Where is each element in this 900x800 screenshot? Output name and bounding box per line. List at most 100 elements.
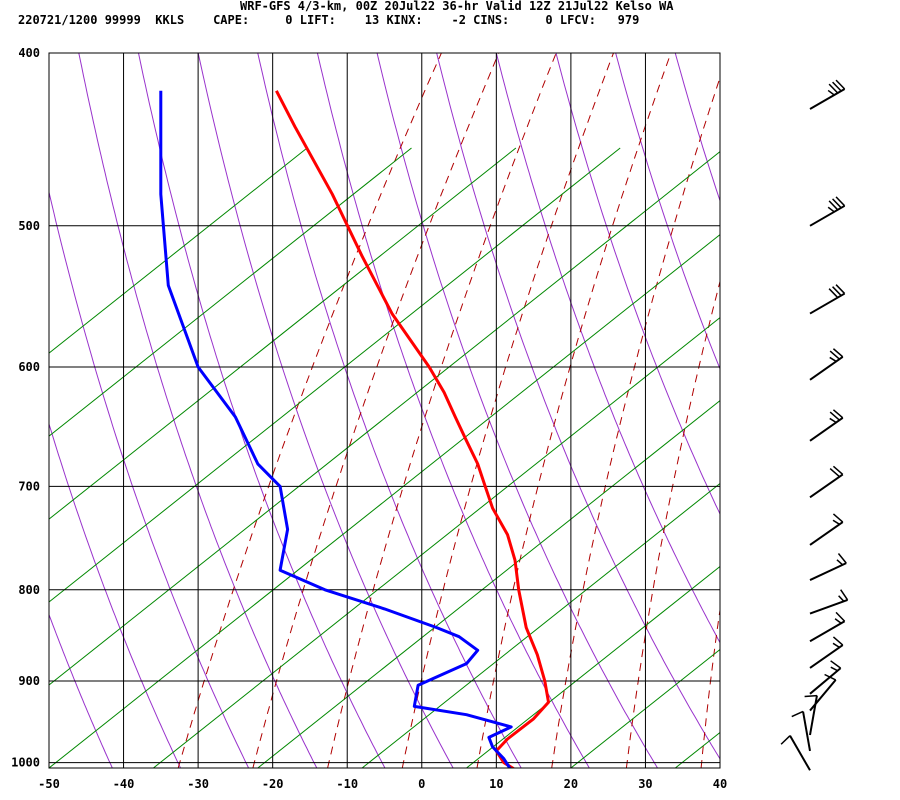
x-tick-label: 20	[564, 777, 578, 791]
wind-barb-flag	[832, 465, 844, 475]
wind-barb-flag	[835, 284, 846, 295]
wind-barb-flag	[829, 411, 840, 421]
wind-barb-flag	[824, 673, 837, 681]
wind-barb	[809, 409, 844, 442]
dashed-red-line	[327, 53, 557, 768]
wind-barb-flag	[832, 409, 844, 419]
dashed-red-line	[851, 37, 900, 768]
wind-barb-flag	[828, 288, 839, 299]
green-line	[570, 648, 720, 768]
purple-line	[376, 53, 658, 768]
wind-barb-flag	[828, 83, 839, 94]
dashed-red-line	[252, 53, 500, 768]
wind-barb	[809, 636, 844, 669]
wind-barb-staff	[809, 473, 844, 499]
x-tick-label: 10	[489, 777, 503, 791]
wind-barb	[804, 694, 818, 736]
purple-line	[49, 613, 113, 768]
x-tick-label: -10	[336, 777, 358, 791]
wind-barb	[809, 348, 844, 381]
purple-line	[49, 422, 181, 768]
wind-barb-flag	[827, 89, 835, 96]
wind-barb-flag	[829, 356, 837, 363]
green-line	[49, 151, 720, 686]
wind-barb-staff	[809, 695, 818, 736]
dashed-red-line	[551, 76, 720, 768]
green-line	[49, 234, 720, 768]
green-line	[49, 147, 308, 354]
wind-barb-staff	[809, 204, 846, 227]
wind-barb-flag	[840, 589, 849, 601]
y-tick-label: 700	[18, 479, 40, 493]
wind-barb-flag	[835, 196, 846, 207]
background-lines	[49, 37, 900, 768]
dashed-red-line	[625, 279, 720, 768]
wind-barb	[809, 611, 846, 643]
chart-header-line-1: WRF-GFS 4/3-km, 00Z 20Jul22 36-hr Valid …	[240, 0, 674, 13]
dewpoint-profile-line	[159, 90, 513, 768]
x-tick-label: -20	[262, 777, 284, 791]
green-line	[780, 148, 900, 768]
dashed-red-line	[776, 37, 900, 768]
chart-header-line-2: 220721/1200 99999 KKLS CAPE: 0 LIFT: 13 …	[18, 13, 640, 27]
x-tick-label: -30	[187, 777, 209, 791]
axes-labels: -50 -40 -30 -20 -10 0 10 20 30 40 400 500 600 700 800 9…	[11, 46, 727, 791]
green-line	[49, 147, 517, 520]
wind-barb-staff	[809, 598, 848, 615]
wind-barb-flag	[838, 595, 845, 602]
wind-barb	[809, 465, 844, 499]
plot-area	[49, 53, 720, 768]
wind-barb	[809, 589, 849, 615]
purple-line	[197, 53, 454, 768]
wind-barb-flag	[832, 81, 842, 92]
purple-line	[257, 53, 522, 768]
y-tick-label: 900	[18, 674, 40, 688]
wind-barb	[809, 673, 837, 712]
x-tick-label: -50	[38, 777, 60, 791]
wind-barb-staff	[809, 417, 844, 442]
x-tick-label: 0	[418, 777, 425, 791]
wind-barb-flag	[829, 350, 840, 360]
green-line	[153, 316, 720, 768]
purple-line	[790, 37, 900, 768]
dashed-red-line	[700, 606, 720, 768]
wind-barb-staff	[809, 88, 846, 110]
pressure-grid	[49, 53, 720, 768]
wind-barb-staff	[809, 562, 847, 581]
y-tick-label: 400	[18, 46, 40, 60]
temperature-profile-line	[275, 90, 550, 768]
wind-barb-flag	[827, 206, 835, 213]
y-tick-label: 1000	[11, 756, 40, 770]
y-tick-label: 600	[18, 360, 40, 374]
wind-barb	[809, 284, 846, 315]
sounding-series	[159, 90, 550, 768]
wind-barb-flag	[836, 559, 844, 566]
wind-barb-flag	[830, 660, 842, 669]
purple-line	[555, 53, 720, 516]
purple-line	[49, 190, 250, 768]
purple-line	[78, 53, 318, 768]
wind-barb-flag	[832, 636, 844, 646]
wind-barb	[809, 79, 846, 110]
wind-barb-flag	[832, 519, 840, 525]
wind-barb-flag	[832, 286, 842, 297]
y-tick-label: 800	[18, 583, 40, 597]
wind-barb	[809, 196, 846, 227]
wind-barb-flag	[835, 79, 846, 90]
wind-barb-flag	[830, 666, 838, 672]
wind-barb-flag	[835, 611, 846, 622]
dashed-red-line	[177, 53, 442, 768]
green-line	[466, 565, 720, 768]
wind-barb-flag	[804, 694, 817, 698]
green-line	[49, 147, 621, 603]
wind-barb-flag	[832, 513, 844, 523]
wind-barb	[809, 660, 842, 695]
wind-barb-staff	[809, 521, 844, 546]
wind-barb-flag	[837, 553, 847, 564]
purple-line	[436, 53, 720, 760]
wind-barb	[809, 513, 844, 546]
purple-line	[615, 53, 720, 371]
wind-barb-flag	[829, 417, 837, 424]
wind-barb-flag	[828, 200, 839, 211]
